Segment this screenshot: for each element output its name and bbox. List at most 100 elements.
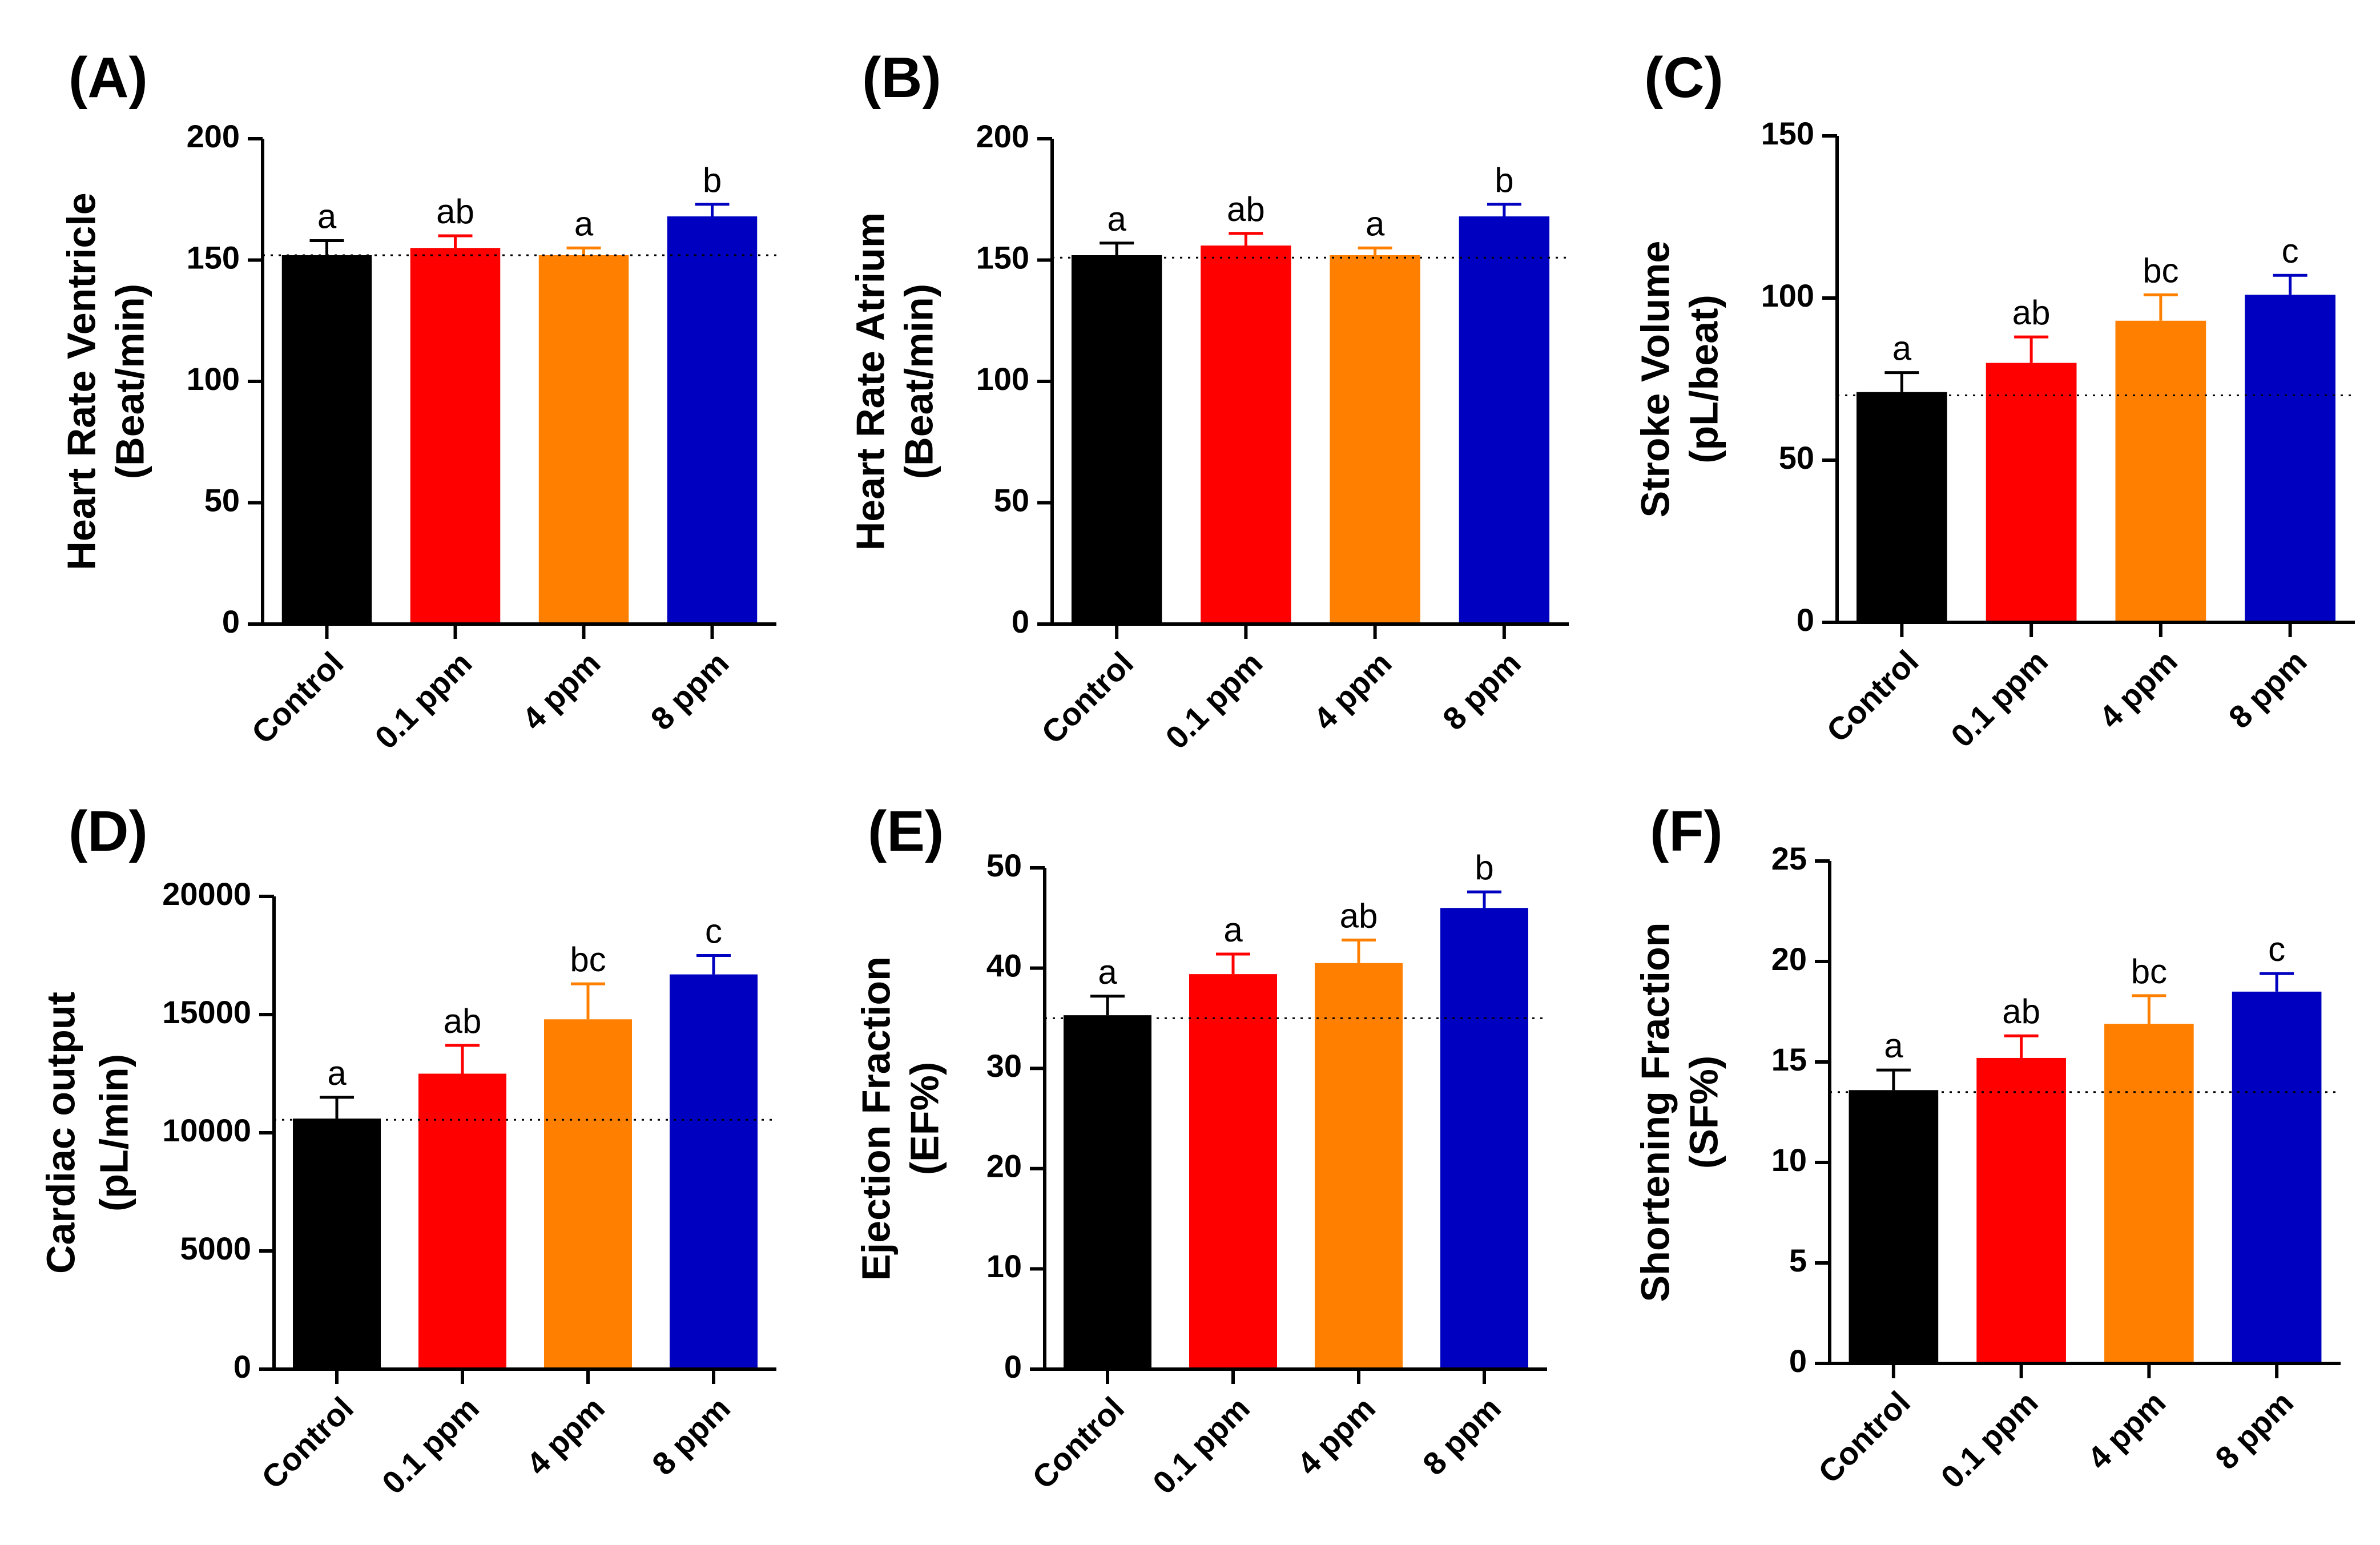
bar-0-1-ppm — [1976, 1057, 2066, 1363]
y-tick-label: 10 — [1771, 1142, 1807, 1178]
bar-4-ppm — [544, 1019, 632, 1369]
x-tick-label: Control — [255, 1390, 360, 1495]
significance-letter: a — [317, 198, 337, 236]
y-tick-label: 20 — [1771, 941, 1807, 977]
chart-panel-5: (E) Ejection Fraction (EF%) 0 10 20 30 40 50 a Con… — [853, 799, 1547, 1501]
significance-letter: c — [705, 912, 722, 951]
y-tick-label: 15 — [1771, 1041, 1807, 1077]
significance-letter: b — [703, 161, 722, 199]
significance-letter: b — [1475, 848, 1493, 887]
significance-letter: c — [2282, 232, 2299, 270]
y-tick-label: 50 — [1779, 440, 1814, 476]
x-tick-label: 8 ppm — [1416, 1390, 1508, 1482]
bar-8-ppm — [1459, 216, 1550, 624]
y-axis-label: Cardiac output — [38, 992, 83, 1274]
bar-4-ppm — [2104, 1024, 2194, 1363]
panel-label: (B) — [862, 46, 941, 110]
x-tick-label: 0.1 ppm — [1158, 645, 1269, 755]
panel-label: (C) — [1644, 46, 1723, 110]
bar-8-ppm — [2245, 295, 2335, 622]
significance-letter: ab — [1340, 896, 1378, 935]
bar-control — [1071, 255, 1162, 624]
axes — [1043, 868, 1547, 1371]
x-tick-label: 8 ppm — [2221, 643, 2313, 735]
chart-panel-6: (F) Shortening Fraction (SF%) 0 5 10 15 20 25 a Co… — [1633, 799, 2341, 1495]
bar-control — [1857, 392, 1947, 622]
significance-letter: a — [1892, 329, 1912, 368]
bar-8-ppm — [2232, 991, 2322, 1363]
bar-control — [1849, 1090, 1939, 1363]
panel-label: (E) — [868, 799, 944, 863]
panel-label: (D) — [69, 799, 148, 863]
y-axis-label: Heart Rate Ventricle — [59, 192, 103, 570]
x-tick-label: 4 ppm — [1306, 645, 1398, 737]
bar-4-ppm — [1330, 255, 1420, 624]
x-tick-label: Control — [1811, 1384, 1917, 1490]
y-tick-label: 15000 — [162, 994, 251, 1030]
chart-panel-4: (D) Cardiac output (pL/min) 0 5000 10000 15000… — [38, 799, 776, 1501]
x-tick-label: 0.1 ppm — [1934, 1384, 2044, 1495]
x-tick-label: 0.1 ppm — [1146, 1390, 1257, 1500]
bar-0-1-ppm — [1189, 974, 1277, 1369]
y-tick-label: 150 — [1761, 115, 1814, 151]
y-tick-label: 200 — [187, 118, 240, 154]
significance-letter: a — [1107, 200, 1126, 238]
y-tick-label: 50 — [994, 482, 1029, 518]
significance-letter: bc — [570, 940, 606, 979]
significance-letter: bc — [2143, 251, 2178, 289]
y-tick-label: 0 — [1789, 1343, 1807, 1379]
y-axis-unit-label: (pL/beat) — [1681, 295, 1726, 464]
y-tick-label: 150 — [187, 239, 240, 275]
panel-label: (A) — [69, 46, 148, 110]
significance-letter: ab — [1227, 190, 1265, 228]
axes — [1828, 861, 2341, 1365]
x-tick-label: 8 ppm — [1436, 645, 1528, 737]
x-tick-label: Control — [1025, 1390, 1131, 1495]
x-tick-label: Control — [1819, 643, 1925, 749]
x-tick-label: 4 ppm — [515, 645, 607, 737]
bar-4-ppm — [1315, 963, 1403, 1369]
y-tick-label: 0 — [1797, 602, 1814, 638]
significance-letter: a — [1884, 1027, 1903, 1065]
significance-letter: a — [1223, 911, 1243, 949]
y-axis-label: Shortening Fraction — [1633, 923, 1677, 1302]
bar-0-1-ppm — [1986, 363, 2077, 622]
x-tick-label: 4 ppm — [2080, 1384, 2172, 1476]
x-tick-label: 8 ppm — [645, 1390, 737, 1482]
y-axis-label: Stroke Volume — [1633, 241, 1677, 518]
axes — [1050, 139, 1569, 626]
chart-panel-1: (A) Heart Rate Ventricle (Beat/min) 0 50 100 1… — [59, 46, 776, 756]
y-tick-label: 150 — [976, 239, 1029, 275]
significance-letter: c — [2268, 930, 2285, 968]
y-tick-label: 200 — [976, 118, 1029, 154]
bar-control — [281, 255, 372, 624]
bar-8-ppm — [667, 216, 758, 624]
bar-4-ppm — [2115, 320, 2206, 622]
y-axis-unit-label: (EF%) — [902, 1062, 947, 1175]
x-tick-label: 8 ppm — [2208, 1384, 2300, 1476]
y-tick-label: 50 — [204, 482, 240, 518]
significance-letter: bc — [2131, 952, 2167, 991]
y-tick-label: 0 — [233, 1349, 251, 1385]
y-tick-label: 10 — [986, 1248, 1022, 1284]
x-tick-label: 4 ppm — [2092, 643, 2184, 735]
y-tick-label: 100 — [187, 361, 240, 397]
y-tick-label: 0 — [222, 603, 240, 639]
significance-letter: ab — [2002, 992, 2040, 1031]
y-tick-label: 30 — [986, 1048, 1022, 1084]
y-axis-unit-label: (pL/min) — [91, 1054, 136, 1212]
y-tick-label: 0 — [1012, 603, 1029, 639]
y-axis-unit-label: (SF%) — [1681, 1056, 1726, 1169]
x-tick-label: 0.1 ppm — [1944, 643, 2055, 754]
bar-0-1-ppm — [1201, 246, 1291, 624]
significance-letter: ab — [2012, 293, 2051, 332]
y-axis-unit-label: (Beat/min) — [896, 284, 941, 479]
x-tick-label: 4 ppm — [520, 1390, 611, 1482]
bar-control — [1064, 1015, 1151, 1369]
y-tick-label: 10000 — [162, 1112, 251, 1148]
x-tick-label: 4 ppm — [1290, 1390, 1382, 1482]
significance-letter: ab — [444, 1002, 482, 1040]
x-tick-label: Control — [1034, 645, 1140, 750]
bar-8-ppm — [1440, 908, 1528, 1369]
